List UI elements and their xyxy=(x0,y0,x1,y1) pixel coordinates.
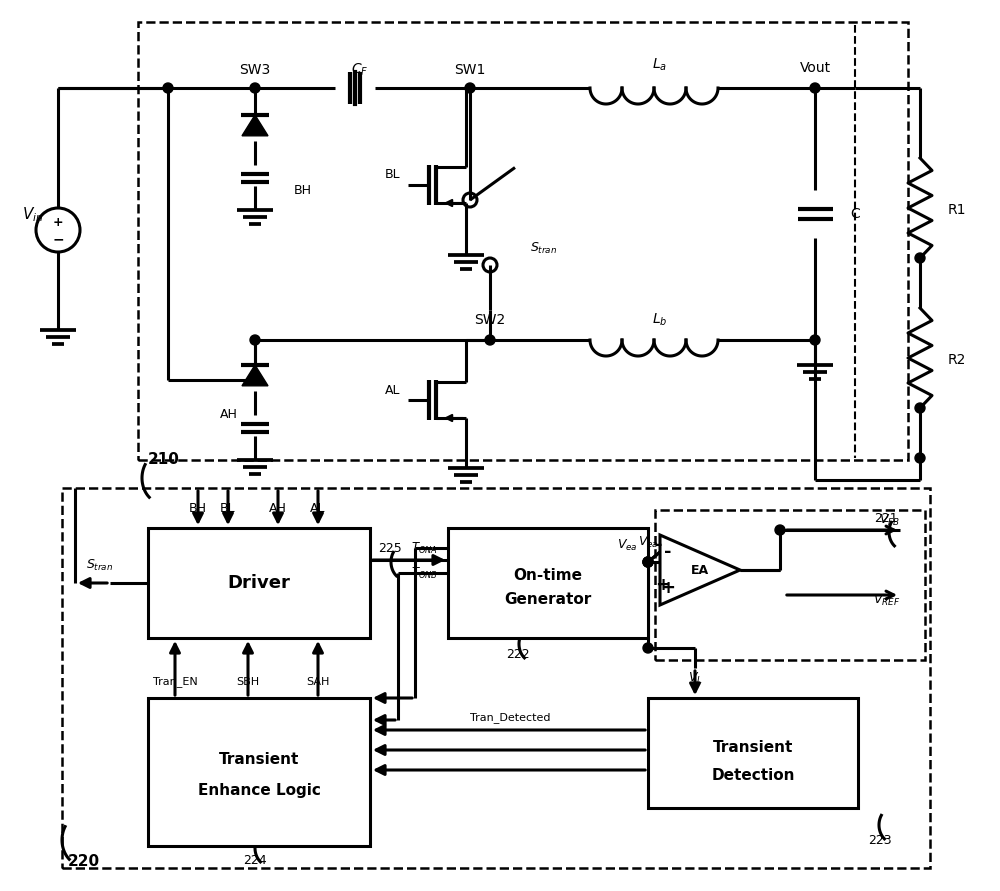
Text: BH: BH xyxy=(294,184,312,197)
Circle shape xyxy=(163,83,173,93)
Text: C: C xyxy=(850,207,860,221)
Text: EA: EA xyxy=(691,563,709,576)
Text: AL: AL xyxy=(310,502,326,514)
Text: $L_a$: $L_a$ xyxy=(652,57,668,73)
Text: $V_{FB}$: $V_{FB}$ xyxy=(879,512,900,527)
Text: BL: BL xyxy=(220,502,236,514)
Text: AH: AH xyxy=(220,408,238,421)
Text: -: - xyxy=(664,543,672,561)
Text: $S_{tran}$: $S_{tran}$ xyxy=(86,558,114,573)
Bar xyxy=(138,22,908,460)
Text: Transient: Transient xyxy=(219,753,299,767)
Text: −: − xyxy=(52,232,64,246)
Text: SBH: SBH xyxy=(236,677,260,687)
Text: BL: BL xyxy=(384,168,400,182)
Text: $V_{in}$: $V_{in}$ xyxy=(22,206,43,225)
Text: 221: 221 xyxy=(874,511,898,525)
Text: $T_{ONA}$: $T_{ONA}$ xyxy=(411,541,438,556)
Text: SW3: SW3 xyxy=(239,63,271,77)
Text: $V_{REF}$: $V_{REF}$ xyxy=(873,593,900,608)
Text: R2: R2 xyxy=(948,353,966,367)
Bar xyxy=(148,698,370,846)
Text: Generator: Generator xyxy=(504,593,592,608)
Text: +: + xyxy=(655,576,670,594)
Text: On-time: On-time xyxy=(514,568,582,584)
Text: AL: AL xyxy=(385,383,400,396)
Text: SAH: SAH xyxy=(306,677,330,687)
Circle shape xyxy=(775,525,785,535)
Text: 225: 225 xyxy=(378,542,402,554)
Polygon shape xyxy=(242,365,268,386)
Text: Driver: Driver xyxy=(228,574,290,592)
Bar xyxy=(648,698,858,808)
Text: BH: BH xyxy=(189,502,207,514)
Text: R1: R1 xyxy=(948,203,966,217)
Circle shape xyxy=(485,335,495,345)
Text: $V_{ea}$: $V_{ea}$ xyxy=(617,537,638,552)
Circle shape xyxy=(810,83,820,93)
Text: 210: 210 xyxy=(148,453,180,468)
Text: $T_{ONB}$: $T_{ONB}$ xyxy=(411,566,438,581)
Text: 222: 222 xyxy=(506,649,530,661)
Text: $L_b$: $L_b$ xyxy=(652,312,668,328)
Text: +: + xyxy=(660,579,676,597)
Text: $V_{ea}$: $V_{ea}$ xyxy=(638,535,658,550)
Text: AH: AH xyxy=(269,502,287,514)
Circle shape xyxy=(465,83,475,93)
Bar xyxy=(62,488,930,868)
Circle shape xyxy=(643,557,653,567)
Text: -: - xyxy=(655,536,662,554)
Text: Vout: Vout xyxy=(799,61,831,75)
Polygon shape xyxy=(660,535,740,605)
Circle shape xyxy=(915,453,925,463)
Circle shape xyxy=(250,83,260,93)
Text: Detection: Detection xyxy=(711,767,795,782)
Circle shape xyxy=(915,253,925,263)
Bar xyxy=(148,528,370,638)
Text: Tran_Detected: Tran_Detected xyxy=(470,713,550,723)
Circle shape xyxy=(643,557,653,567)
Text: Transient: Transient xyxy=(713,740,793,756)
Circle shape xyxy=(810,335,820,345)
Circle shape xyxy=(643,557,653,567)
Text: SW1: SW1 xyxy=(454,63,486,77)
Polygon shape xyxy=(242,115,268,135)
Text: 223: 223 xyxy=(868,833,892,846)
Text: $S_{tran}$: $S_{tran}$ xyxy=(530,241,557,256)
Text: SW2: SW2 xyxy=(474,313,506,327)
Bar xyxy=(655,510,925,660)
Text: +: + xyxy=(53,216,63,228)
Circle shape xyxy=(250,335,260,345)
Text: Enhance Logic: Enhance Logic xyxy=(198,782,320,797)
Text: $V_L$: $V_L$ xyxy=(688,670,702,685)
Text: 224: 224 xyxy=(243,854,267,867)
Text: $C_F$: $C_F$ xyxy=(351,61,369,78)
Text: 220: 220 xyxy=(68,854,100,870)
Text: Tran_EN: Tran_EN xyxy=(153,676,197,688)
Bar xyxy=(448,528,648,638)
Circle shape xyxy=(643,643,653,653)
Circle shape xyxy=(915,403,925,413)
